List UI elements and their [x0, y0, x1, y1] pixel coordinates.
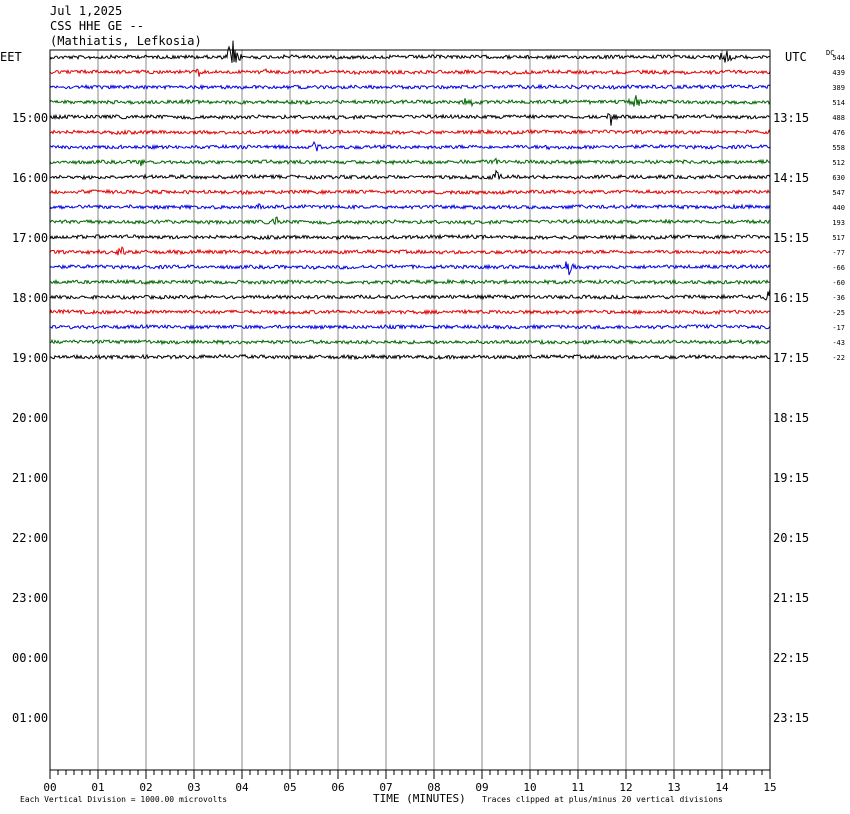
dc-offset-label: 439 — [832, 69, 845, 77]
x-tick-label: 08 — [427, 781, 440, 794]
trace-line — [49, 140, 771, 152]
dc-offset-label: 630 — [832, 174, 845, 182]
left-hour-label: 23:00 — [12, 591, 48, 605]
trace-line — [49, 40, 771, 63]
x-tick-label: 12 — [619, 781, 632, 794]
trace-line — [49, 169, 771, 181]
trace-line — [49, 338, 771, 346]
location-label: (Mathiatis, Lefkosia) — [50, 34, 202, 48]
minute-grid — [97, 50, 723, 770]
trace-line — [49, 95, 771, 108]
dc-offset-label: 389 — [832, 84, 845, 92]
left-hour-label: 16:00 — [12, 171, 48, 185]
traces — [49, 40, 771, 361]
x-tick-label: 11 — [571, 781, 584, 794]
dc-offset-label: -36 — [832, 294, 845, 302]
x-tick-label: 01 — [91, 781, 104, 794]
date-label: Jul 1,2025 — [50, 4, 123, 18]
trace-line — [49, 188, 771, 196]
trace-line — [49, 68, 771, 77]
x-tick-label: 06 — [331, 781, 344, 794]
trace-line — [49, 128, 771, 136]
dc-offset-label: 514 — [832, 99, 845, 107]
right-hour-label: 16:15 — [773, 291, 809, 305]
left-hour-label: 01:00 — [12, 711, 48, 725]
dc-offset-label: -60 — [832, 279, 845, 287]
trace-line — [49, 157, 771, 167]
right-hour-label: 15:15 — [773, 231, 809, 245]
trace-line — [49, 83, 771, 91]
scale-note: Each Vertical Division = 1000.00 microvo… — [20, 795, 227, 804]
dc-offset-label: -77 — [832, 249, 845, 257]
right-hour-label: 20:15 — [773, 531, 809, 545]
clip-note: Traces clipped at plus/minus 20 vertical… — [482, 795, 723, 804]
trace-line — [49, 233, 771, 241]
trace-line — [49, 246, 771, 256]
right-hour-label: 17:15 — [773, 351, 809, 365]
x-tick-label: 10 — [523, 781, 536, 794]
x-tick-label: 14 — [715, 781, 729, 794]
right-hour-label: 13:15 — [773, 111, 809, 125]
x-axis: 00 01 02 03 04 05 06 07 08 09 10 11 12 13 14 15 — [43, 770, 777, 794]
dc-offset-label: 512 — [832, 159, 845, 167]
dc-offset-label: 488 — [832, 114, 845, 122]
trace-line — [49, 323, 771, 331]
dc-offset-label: 193 — [832, 219, 845, 227]
left-hour-label: 20:00 — [12, 411, 48, 425]
station-label: CSS HHE GE -- — [50, 19, 144, 33]
dc-offset-label: 476 — [832, 129, 845, 137]
dc-header-label: DC — [826, 49, 834, 57]
x-axis-title: TIME (MINUTES) — [373, 792, 466, 805]
dc-offset-label: 544 — [832, 54, 845, 62]
dc-offset-label: 558 — [832, 144, 845, 152]
x-tick-label: 15 — [763, 781, 776, 794]
trace-line — [49, 202, 771, 211]
hour-labels: 15:00 16:00 17:00 18:00 19:00 20:00 21:00 22:00… — [12, 111, 809, 725]
trace-line — [49, 308, 771, 316]
x-tick-label: 09 — [475, 781, 488, 794]
x-tick-label: 13 — [667, 781, 680, 794]
right-timezone-label: UTC — [785, 50, 807, 64]
dc-offset-column: 544 439 389 514 488 476 558 512 630 547 440 193 517 -… — [832, 54, 845, 362]
left-hour-label: 00:00 — [12, 651, 48, 665]
trace-line — [49, 288, 771, 301]
trace-line — [49, 216, 770, 226]
x-tick-label: 03 — [187, 781, 200, 794]
right-hour-label: 23:15 — [773, 711, 809, 725]
x-tick-label: 00 — [43, 781, 56, 794]
trace-line — [49, 261, 771, 276]
trace-line — [49, 278, 771, 286]
left-hour-label: 19:00 — [12, 351, 48, 365]
x-tick-label: 04 — [235, 781, 249, 794]
dc-offset-label: 440 — [832, 204, 845, 212]
x-tick-label: 05 — [283, 781, 296, 794]
x-tick-label: 07 — [379, 781, 392, 794]
dc-offset-label: 547 — [832, 189, 845, 197]
right-hour-label: 19:15 — [773, 471, 809, 485]
dc-offset-label: -22 — [832, 354, 845, 362]
dc-offset-label: -43 — [832, 339, 845, 347]
right-hour-label: 14:15 — [773, 171, 809, 185]
dc-offset-label: -25 — [832, 309, 845, 317]
x-tick-label: 02 — [139, 781, 152, 794]
right-hour-label: 22:15 — [773, 651, 809, 665]
left-hour-label: 15:00 — [12, 111, 48, 125]
left-hour-label: 18:00 — [12, 291, 48, 305]
right-hour-label: 21:15 — [773, 591, 809, 605]
trace-line — [49, 353, 771, 361]
left-hour-label: 21:00 — [12, 471, 48, 485]
dc-offset-label: -66 — [832, 264, 845, 272]
dc-offset-label: 517 — [832, 234, 845, 242]
left-timezone-label: EET — [0, 50, 22, 64]
plot-frame — [49, 49, 771, 771]
right-hour-label: 18:15 — [773, 411, 809, 425]
dc-offset-label: -17 — [832, 324, 845, 332]
left-hour-label: 17:00 — [12, 231, 48, 245]
left-hour-label: 22:00 — [12, 531, 48, 545]
trace-line — [49, 112, 771, 126]
